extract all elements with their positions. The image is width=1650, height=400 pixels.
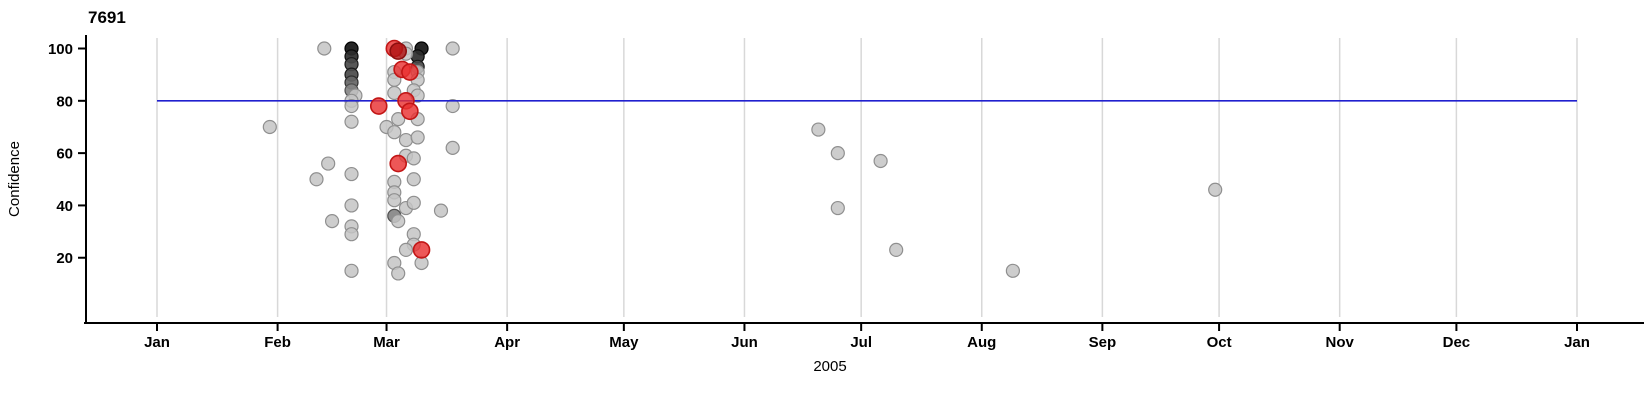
x-tick-label: Feb: [264, 334, 291, 351]
data-point: [344, 114, 359, 129]
data-point: [321, 156, 336, 171]
data-point: [309, 172, 324, 187]
data-point: [344, 166, 359, 182]
highlighted-points-layer: [369, 39, 431, 259]
x-tick-label: May: [609, 334, 639, 351]
y-axis-label: Confidence: [6, 141, 23, 217]
data-point: [317, 41, 332, 56]
x-tick-label: Jan: [144, 334, 170, 351]
data-point: [387, 125, 402, 140]
data-point: [344, 263, 359, 278]
y-tick-label: 40: [56, 198, 73, 215]
data-point: [445, 140, 460, 155]
data-point: [344, 198, 359, 213]
x-tick-label: Nov: [1326, 334, 1355, 351]
data-point: [433, 203, 449, 218]
x-tick-label: Mar: [373, 334, 400, 351]
data-point: [387, 85, 402, 101]
data-point: [1208, 182, 1223, 197]
y-tick-label: 100: [48, 41, 73, 58]
tick-labels: Jan Feb Mar Apr May Jun Jul Aug Sep Oct Nov Dec Jan 2…: [48, 41, 1590, 351]
x-axis-label: 2005: [813, 358, 846, 375]
data-point: [389, 42, 408, 60]
x-tick-label: Aug: [967, 334, 996, 351]
data-point: [344, 98, 359, 114]
data-point: [401, 63, 419, 81]
data-point: [391, 266, 406, 281]
data-point: [445, 98, 460, 114]
data-point: [369, 97, 388, 115]
x-tick-label: Jun: [731, 334, 758, 351]
data-point: [873, 153, 888, 169]
axes: [78, 35, 1644, 331]
x-tick-label: Sep: [1089, 334, 1117, 351]
data-point: [1005, 263, 1020, 278]
x-tick-label: Apr: [494, 334, 520, 351]
data-point: [398, 132, 414, 148]
y-tick-label: 60: [56, 146, 73, 163]
data-point: [401, 102, 419, 121]
x-tick-label: Jan: [1564, 334, 1590, 351]
data-point: [406, 195, 421, 210]
data-point: [412, 241, 431, 259]
data-point: [889, 242, 904, 257]
x-tick-label: Jul: [850, 334, 872, 351]
data-point: [262, 119, 277, 135]
y-tick-label: 20: [56, 250, 73, 267]
data-point: [391, 214, 406, 229]
data-point: [811, 122, 826, 137]
data-point: [324, 214, 340, 229]
data-point: [410, 130, 425, 145]
data-point: [389, 154, 408, 173]
data-point: [830, 146, 845, 161]
data-point: [406, 172, 421, 187]
data-point: [445, 41, 460, 56]
data-point: [406, 151, 421, 166]
gridlines: [156, 38, 1578, 317]
data-point: [344, 227, 359, 242]
data-point: [398, 242, 414, 257]
data-point: [387, 193, 402, 208]
y-tick-label: 80: [56, 93, 73, 110]
data-point: [391, 112, 406, 127]
data-point: [830, 200, 845, 216]
x-tick-label: Dec: [1443, 334, 1471, 351]
chart-title: 7691: [88, 8, 126, 27]
x-tick-label: Oct: [1207, 334, 1232, 351]
